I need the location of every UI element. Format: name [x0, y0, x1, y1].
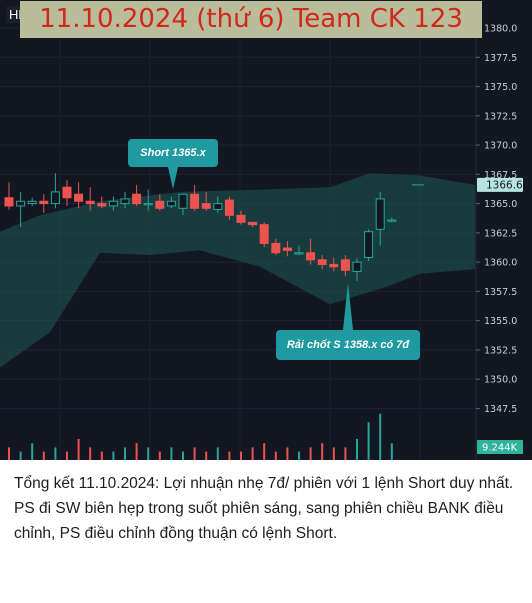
candle-body: [248, 221, 258, 226]
volume-bar: [42, 451, 45, 460]
volume-bar: [321, 443, 324, 460]
price-tick-label: 1370.0: [484, 141, 517, 152]
price-tick-label: 1375.0: [484, 82, 517, 93]
candle-body: [317, 259, 327, 265]
price-tick-label: 1360.0: [484, 258, 517, 269]
ichimoku-cloud: [0, 173, 475, 368]
volume-bar: [367, 422, 370, 460]
volume-bar: [332, 447, 335, 460]
price-tick-label: 1380.0: [484, 24, 517, 35]
price-tick-label: 1355.0: [484, 316, 517, 327]
volume-bar: [228, 451, 231, 460]
price-tick-label: 1377.5: [484, 53, 517, 64]
current-price-badge: [477, 177, 523, 192]
candle-body: [306, 252, 316, 261]
take-profit-callout-pointer: [343, 283, 353, 330]
volume-bar: [170, 447, 173, 460]
volume-bar: [66, 451, 68, 460]
candle-body: [120, 198, 130, 205]
candle-body: [352, 261, 362, 272]
chart-panel: 1380.0 1377.5 1375.0 1372.5 1370.0 1367.5 1365…: [0, 0, 532, 460]
current-price-label: 1366.6: [486, 179, 523, 191]
volume-label: 9.244K: [482, 443, 518, 454]
volume-bar: [216, 447, 219, 460]
caption-text: Tổng kết 11.10.2024: Lợi nhuận nhẹ 7đ/ p…: [14, 475, 514, 542]
candlestick-chart: 1380.0 1377.5 1375.0 1372.5 1370.0 1367.5 1365…: [0, 0, 532, 460]
candle-body: [190, 193, 200, 209]
volume-bar: [379, 413, 382, 460]
candle-body: [4, 197, 14, 207]
volume-bar: [309, 447, 312, 460]
price-tick-label: 1357.5: [484, 287, 517, 298]
volume-bar: [286, 447, 289, 460]
candle-body: [236, 214, 246, 223]
short-entry-callout: Short 1365.x: [128, 139, 218, 167]
candle-body: [375, 198, 385, 230]
price-tick-label: 1350.0: [484, 375, 517, 386]
candle-body: [39, 200, 49, 205]
candle-body: [201, 203, 211, 209]
volume-bar: [205, 451, 208, 460]
volume-bar: [135, 443, 138, 460]
candle-body: [259, 224, 269, 244]
volume-bar: [19, 451, 22, 460]
price-tick-label: 1365.0: [484, 199, 517, 210]
volume-bar: [112, 451, 115, 460]
volume-bar: [193, 447, 196, 460]
short-callout-pointer: [168, 167, 178, 189]
candle-body: [108, 200, 118, 207]
candle-body: [224, 199, 234, 216]
candle-body: [27, 200, 37, 205]
candle-body: [50, 191, 60, 205]
candle-body: [166, 200, 176, 207]
candle-body: [16, 200, 26, 207]
candle-body: [329, 263, 339, 268]
candle-body: [364, 231, 374, 258]
volume-bar: [263, 443, 266, 460]
candle-body: [85, 200, 95, 205]
candle-body: [213, 203, 223, 210]
volume-bar: [100, 451, 103, 460]
candle-body: [271, 242, 281, 254]
price-tick-label: 1352.5: [484, 345, 517, 356]
volume-bar: [182, 451, 184, 460]
candle-body: [97, 203, 107, 207]
candle-body: [155, 200, 165, 209]
volume-badge: [477, 440, 523, 454]
price-axis: [476, 0, 532, 460]
volume-bar: [89, 447, 92, 460]
volume-bar: [8, 447, 10, 460]
post-caption: Tổng kết 11.10.2024: Lợi nhuận nhẹ 7đ/ p…: [0, 460, 532, 603]
volume-bar: [54, 447, 57, 460]
volume-bar: [147, 447, 150, 460]
price-tick-label: 1362.5: [484, 228, 517, 239]
candle-body: [294, 252, 304, 255]
price-tick-label: 1347.5: [484, 404, 517, 415]
volume-bar: [31, 443, 34, 460]
volume-bar: [124, 447, 126, 460]
volume-bar: [344, 447, 347, 460]
chart-title: 11.10.2024 (thứ 6) Team CK 123: [20, 1, 482, 38]
volume-bar: [298, 451, 300, 460]
candle-body: [387, 219, 397, 222]
volume-bar: [390, 443, 393, 460]
volume-bar: [77, 439, 80, 460]
volume-bar: [240, 451, 242, 460]
price-tick-label: 1367.5: [484, 170, 517, 181]
volume-bar: [158, 451, 161, 460]
candle-body: [340, 259, 350, 271]
volume-bar: [356, 439, 358, 460]
candle-body: [143, 203, 153, 206]
volume-bar: [274, 451, 277, 460]
candle-body: [62, 186, 72, 199]
candle-body: [282, 247, 292, 251]
take-profit-callout: Rải chốt S 1358.x có 7đ: [276, 330, 420, 360]
candle-body: [178, 193, 188, 209]
volume-bar: [251, 447, 254, 460]
candle-body: [132, 193, 142, 205]
price-tick-label: 1372.5: [484, 111, 517, 122]
candle-body: [74, 193, 84, 202]
